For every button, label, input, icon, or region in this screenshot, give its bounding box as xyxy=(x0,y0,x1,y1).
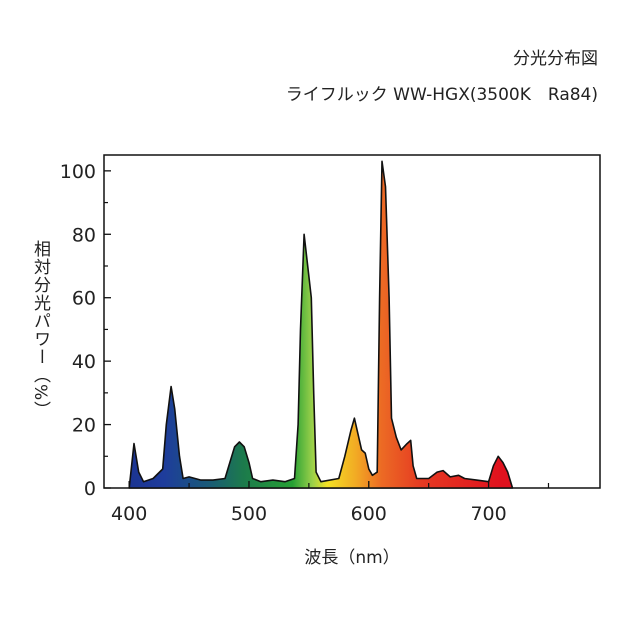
y-axis-label: 相対分光パワー（%） xyxy=(30,240,51,419)
y-tick-label: 40 xyxy=(72,351,96,373)
chart-subtitle: ライフルック WW-HGX(3500K Ra84) xyxy=(286,85,598,105)
y-tick-label: 80 xyxy=(72,224,96,246)
x-tick-label: 500 xyxy=(231,503,267,525)
x-axis-label: 波長（nm） xyxy=(304,548,399,568)
x-tick-label: 600 xyxy=(351,503,387,525)
x-tick-label: 400 xyxy=(111,503,147,525)
y-tick-label: 20 xyxy=(72,415,96,437)
y-tick-label: 60 xyxy=(72,288,96,310)
chart-title: 分光分布図 xyxy=(513,49,598,69)
y-tick-label: 100 xyxy=(60,161,96,183)
spectrum-area xyxy=(128,160,514,489)
y-tick-label: 0 xyxy=(84,478,96,500)
x-tick-label: 700 xyxy=(470,503,506,525)
